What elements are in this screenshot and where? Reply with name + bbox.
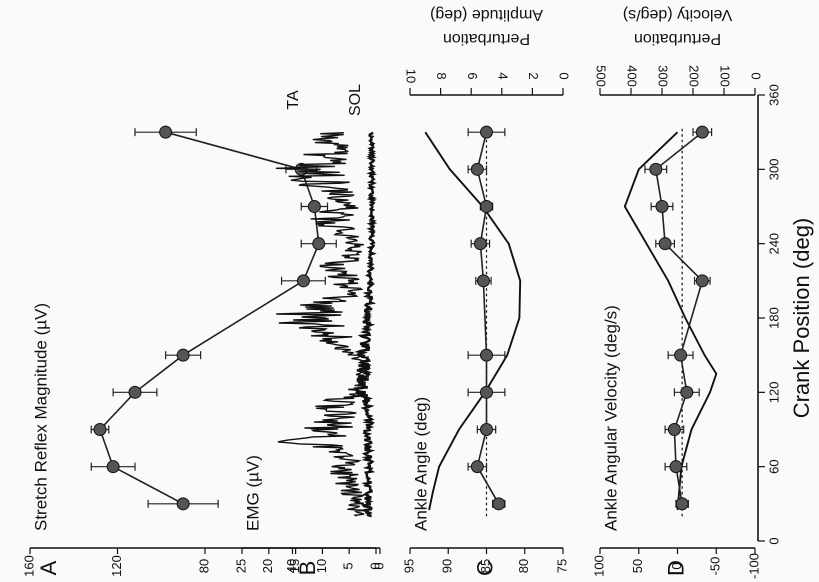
panel-a-data-point <box>176 497 190 511</box>
panel-d-value-tick-label: -50 <box>708 557 723 576</box>
panel-c-data-point <box>480 125 493 139</box>
panel-c-data-point <box>476 274 490 288</box>
panel-a-data-point <box>93 423 107 436</box>
panel-a-data-point <box>159 125 173 139</box>
crank-axis-title: Crank Position (deg) <box>789 218 814 419</box>
panel-a-axis-title: Stretch Reflex Magnitude (µV) <box>31 303 50 531</box>
crank-tick-label: 180 <box>766 307 781 329</box>
panel-d-data-point <box>695 274 709 288</box>
panel-d-data-point <box>695 125 709 139</box>
panel-b-value-tick-label: 15 <box>287 559 302 573</box>
panel-d-perturbation-title-1: Perturbation <box>634 30 721 47</box>
panel-d-data-point <box>680 385 694 399</box>
panel-c-data-point <box>470 460 484 474</box>
panel-b-value-tick-label: 20 <box>260 559 275 573</box>
panel-c-perturbation-title-1: Perturbation <box>443 30 530 47</box>
panel-c-perturbation-tick-label: 10 <box>404 69 419 83</box>
panel-d-data-point <box>674 348 688 362</box>
panel-b-emg-ta <box>275 132 371 517</box>
panel-d-data-point <box>655 200 669 213</box>
panel-d-letter: D <box>663 560 688 576</box>
panel-d-perturbation-tick-label: 0 <box>749 72 764 79</box>
panel-d-value-tick-label: 0 <box>669 562 684 569</box>
panel-b-emg-sol <box>353 131 378 518</box>
panel-c-data-point <box>480 200 493 213</box>
panel-d-data-point <box>667 423 681 436</box>
panel-d-perturbation-tick-label: 500 <box>594 65 609 87</box>
panel-d-perturbation-line <box>654 131 704 504</box>
panel-a-value-tick-label: 80 <box>196 559 211 573</box>
panel-a-data-point <box>176 348 190 362</box>
panel-d-perturbation-tick-label: 200 <box>687 65 702 87</box>
panel-c-perturbation-tick-label: 4 <box>495 72 510 79</box>
panel-b-ta-label: TA <box>285 90 302 110</box>
panel-b-value-tick-label: 10 <box>314 559 329 573</box>
panel-c-value-tick-label: 75 <box>554 559 569 573</box>
panel-d-axis-title: Ankle Angular Velocity (deg/s) <box>601 305 620 531</box>
panel-a-data-point <box>312 237 326 251</box>
panel-d-perturbation-tick-label: 300 <box>656 65 671 87</box>
panel-b-sol-label: SOL <box>347 84 364 116</box>
panel-d-data-point <box>669 460 683 474</box>
panel-c-data-point <box>492 497 506 511</box>
crank-tick-label: 360 <box>766 84 781 106</box>
panel-a-data-point <box>296 274 310 288</box>
panel-a-data-point <box>307 200 321 213</box>
panel-d-perturbation-tick-label: 400 <box>625 65 640 87</box>
panel-c-data-point <box>480 423 493 436</box>
crank-tick-label: 60 <box>766 459 781 473</box>
panel-c-perturbation-title-2: Amplitude (deg) <box>430 6 543 23</box>
panel-c-perturbation-tick-label: 0 <box>557 72 572 79</box>
panel-b-letter: B <box>295 561 320 576</box>
panel-a-value-tick-label: 40 <box>284 559 299 573</box>
panel-a-value-tick-label: 160 <box>21 555 36 577</box>
panel-d-perturbation-tick-label: 100 <box>718 65 733 87</box>
panel-d-kinematic-curve <box>623 131 718 511</box>
panel-c-value-tick-label: 90 <box>440 559 455 573</box>
panel-d-data-point <box>675 497 689 511</box>
panel-d-value-tick-label: 50 <box>630 559 645 573</box>
panel-c-data-point <box>470 162 484 176</box>
panel-c-letter: C <box>472 560 497 576</box>
panel-a-data-point <box>106 460 120 474</box>
panel-c-kinematic-curve <box>424 131 522 511</box>
panel-d-data-point <box>649 162 663 176</box>
crank-tick-label: 240 <box>766 233 781 255</box>
crank-tick-label: 120 <box>766 381 781 403</box>
panel-c-perturbation-line <box>476 132 500 505</box>
panel-d-data-point <box>658 237 672 251</box>
panel-d-value-tick-label: 100 <box>591 555 606 577</box>
panel-c-data-point <box>480 385 493 399</box>
panel-c-value-tick-label: 95 <box>401 559 416 573</box>
panel-c-axis-title: Ankle Angle (deg) <box>411 397 430 531</box>
panel-c-data-point <box>473 237 487 251</box>
panel-a-reflex-line <box>99 131 320 505</box>
panel-d-perturbation-title-2: Velocity (deg/s) <box>623 6 732 23</box>
panel-a-value-tick-label: 120 <box>109 555 124 577</box>
panel-c-perturbation-tick-label: 6 <box>465 72 480 79</box>
panel-c-value-tick-label: 85 <box>478 559 493 573</box>
panel-b-value-tick-label: 0 <box>367 562 382 569</box>
panel-a-value-tick-label: 0 <box>371 562 386 569</box>
panel-a-letter: A <box>36 560 61 575</box>
panel-b-value-tick-label: 25 <box>233 559 248 573</box>
panel-c-value-tick-label: 80 <box>516 559 531 573</box>
panel-c-perturbation-tick-label: 2 <box>526 72 541 79</box>
panel-a-data-point <box>128 385 142 399</box>
crank-tick-label: 0 <box>766 537 781 544</box>
panel-b-axis-title: EMG (µV) <box>243 455 262 531</box>
crank-tick-label: 300 <box>766 158 781 180</box>
panel-b-value-tick-label: 5 <box>341 562 356 569</box>
panel-c-data-point <box>480 348 493 362</box>
panel-c-perturbation-tick-label: 8 <box>434 72 449 79</box>
panel-d-value-tick-label: -100 <box>746 553 761 579</box>
